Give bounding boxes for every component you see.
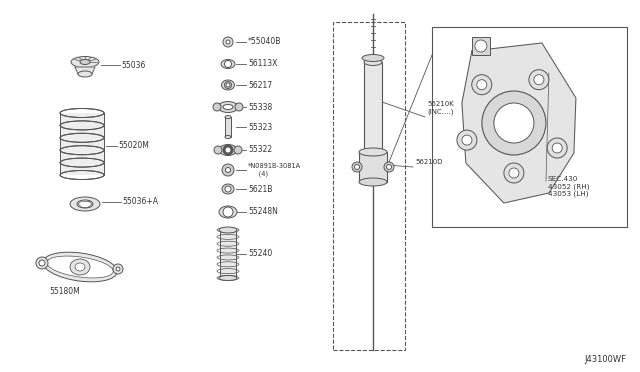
Text: 55248N: 55248N <box>248 208 278 217</box>
Polygon shape <box>75 67 95 74</box>
Ellipse shape <box>70 197 100 211</box>
Text: 56113X: 56113X <box>248 60 277 68</box>
Circle shape <box>223 37 233 47</box>
Ellipse shape <box>364 148 382 155</box>
Circle shape <box>384 162 394 172</box>
Ellipse shape <box>359 148 387 156</box>
Text: J43100WF: J43100WF <box>584 355 626 364</box>
Text: 56210K
(INC....): 56210K (INC....) <box>427 102 454 115</box>
Circle shape <box>482 91 546 155</box>
Bar <box>333 22 405 350</box>
Ellipse shape <box>359 178 387 186</box>
Text: SEC.430
43052 (RH)
43053 (LH): SEC.430 43052 (RH) 43053 (LH) <box>548 176 589 197</box>
Circle shape <box>116 267 120 271</box>
Ellipse shape <box>75 263 85 271</box>
Bar <box>359 152 387 182</box>
Circle shape <box>223 207 233 217</box>
Text: 55338: 55338 <box>248 103 272 112</box>
Circle shape <box>225 61 232 67</box>
Bar <box>225 117 231 137</box>
Text: *55040B: *55040B <box>248 38 282 46</box>
Circle shape <box>457 130 477 150</box>
Text: 55240: 55240 <box>248 250 272 259</box>
Circle shape <box>225 147 231 153</box>
Ellipse shape <box>80 60 90 64</box>
Circle shape <box>223 145 233 155</box>
Ellipse shape <box>219 144 237 155</box>
Text: 55036+A: 55036+A <box>122 198 158 206</box>
Circle shape <box>552 143 562 153</box>
Circle shape <box>547 138 567 158</box>
Circle shape <box>39 260 45 266</box>
Circle shape <box>214 146 222 154</box>
Circle shape <box>534 75 544 85</box>
Ellipse shape <box>218 102 238 112</box>
Circle shape <box>234 146 242 154</box>
Bar <box>472 37 490 55</box>
Ellipse shape <box>225 135 231 138</box>
Bar <box>220 230 236 278</box>
Circle shape <box>235 103 243 111</box>
Circle shape <box>352 162 362 172</box>
Ellipse shape <box>43 252 117 282</box>
Bar <box>432 27 627 227</box>
Ellipse shape <box>70 259 90 275</box>
Ellipse shape <box>223 105 233 109</box>
Ellipse shape <box>47 256 113 278</box>
Ellipse shape <box>221 80 234 90</box>
Circle shape <box>494 103 534 143</box>
Text: 55323: 55323 <box>248 122 272 131</box>
Circle shape <box>226 83 230 87</box>
Ellipse shape <box>362 55 384 61</box>
Bar <box>60 113 104 175</box>
Text: 5621B: 5621B <box>248 185 273 193</box>
Ellipse shape <box>225 115 231 119</box>
Ellipse shape <box>71 57 99 67</box>
Circle shape <box>36 257 48 269</box>
Circle shape <box>504 163 524 183</box>
Circle shape <box>472 75 492 95</box>
Text: 55036: 55036 <box>121 61 145 70</box>
Circle shape <box>225 167 230 173</box>
Polygon shape <box>462 43 576 203</box>
Circle shape <box>225 186 231 192</box>
Ellipse shape <box>221 60 235 68</box>
Circle shape <box>222 164 234 176</box>
Text: 55180M: 55180M <box>50 286 81 295</box>
Text: 56217: 56217 <box>248 80 272 90</box>
Bar <box>364 62 382 152</box>
Circle shape <box>475 40 487 52</box>
Circle shape <box>226 40 230 44</box>
Ellipse shape <box>219 276 237 280</box>
Circle shape <box>509 168 519 178</box>
Text: *N0891B-3081A
     (4): *N0891B-3081A (4) <box>248 163 301 177</box>
Ellipse shape <box>77 200 93 208</box>
Text: 55020M: 55020M <box>118 141 149 151</box>
Circle shape <box>213 103 221 111</box>
Text: 56210D: 56210D <box>415 159 442 165</box>
Circle shape <box>355 164 360 170</box>
Ellipse shape <box>78 71 92 77</box>
Ellipse shape <box>364 58 382 65</box>
Circle shape <box>462 135 472 145</box>
Circle shape <box>477 80 487 90</box>
Text: 55322: 55322 <box>248 145 272 154</box>
Ellipse shape <box>219 227 237 233</box>
Circle shape <box>113 264 123 274</box>
Circle shape <box>529 70 549 90</box>
Circle shape <box>225 81 232 89</box>
Circle shape <box>387 164 392 170</box>
Ellipse shape <box>219 206 237 218</box>
Ellipse shape <box>222 184 234 194</box>
